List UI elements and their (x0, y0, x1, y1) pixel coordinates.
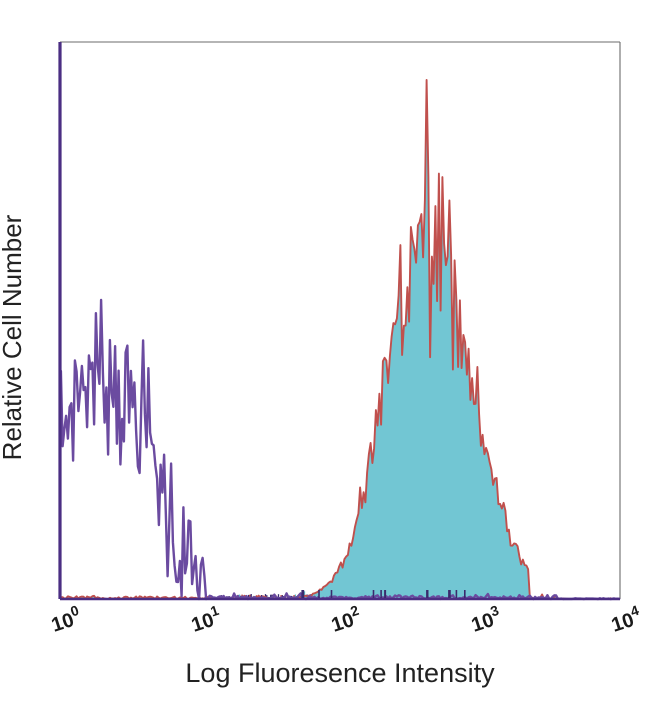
svg-text:104: 104 (607, 602, 644, 637)
svg-text:102: 102 (327, 602, 364, 637)
svg-text:101: 101 (187, 602, 224, 637)
svg-text:103: 103 (467, 602, 504, 637)
svg-text:100: 100 (47, 602, 84, 637)
svg-text:Log Fluoresence Intensity: Log Fluoresence Intensity (185, 658, 495, 688)
svg-text:Relative Cell Number: Relative Cell Number (0, 214, 27, 460)
